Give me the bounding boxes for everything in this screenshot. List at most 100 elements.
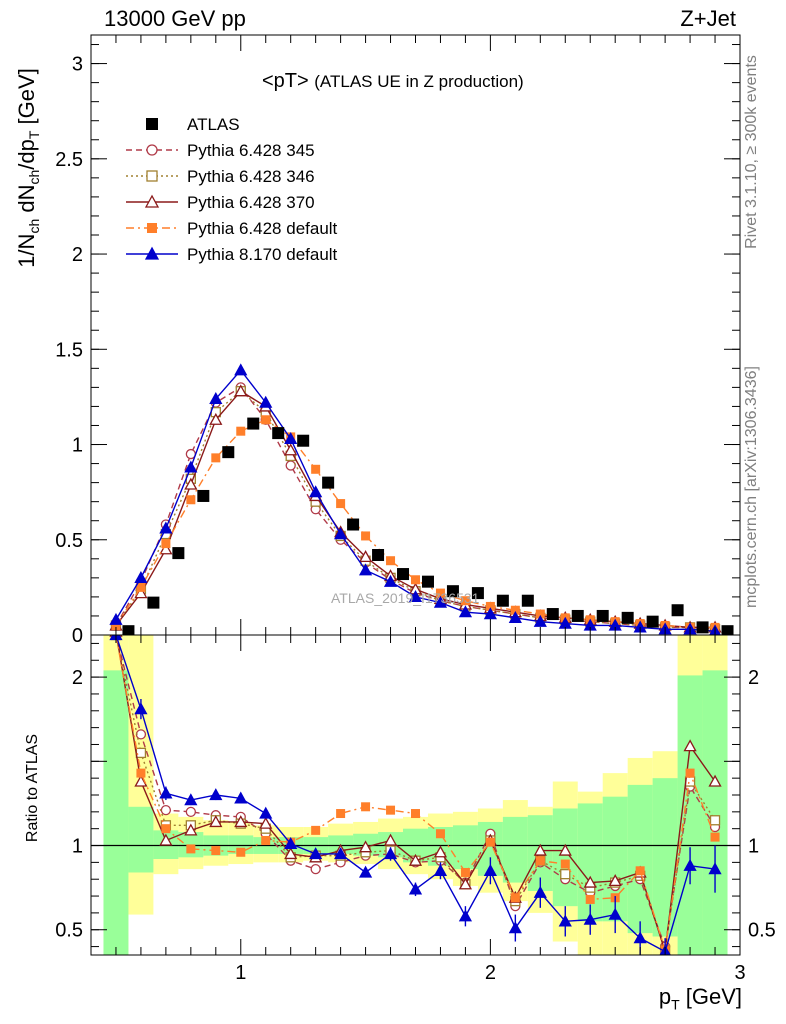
- ratio-data-point: [259, 806, 273, 819]
- main-data-point: [510, 605, 520, 615]
- main-data-point: [383, 574, 398, 587]
- x-tick-label: 3: [734, 962, 745, 984]
- atlas-data-point: [421, 575, 434, 588]
- ratio-data-point: [533, 885, 547, 898]
- green-band-bin: [652, 778, 678, 937]
- ratio-data-point: [135, 729, 147, 740]
- legend-entry: ATLAS: [146, 115, 240, 134]
- ratio-y-tick-label-left: 0.5: [55, 920, 83, 942]
- main-data-point: [358, 563, 373, 576]
- legend: ATLAS Pythia 6.428 345 Pythia 6.428 346 Pyt…: [126, 115, 338, 264]
- main-y-tick-label: 2.5: [55, 149, 83, 171]
- ratio-data-point: [211, 846, 221, 856]
- chart-title: <pT> (ATLAS UE in Z production): [262, 70, 524, 93]
- main-data-point: [533, 614, 547, 627]
- ratio-data-point: [485, 837, 495, 847]
- ratio-data-point: [236, 847, 246, 857]
- ratio-data-point: [284, 836, 298, 849]
- ratio-y-tick-label-right: 0.5: [748, 920, 776, 942]
- main-data-point: [408, 590, 423, 603]
- main-data-point: [361, 531, 371, 541]
- atlas-data-point: [596, 609, 609, 622]
- atlas-data-point: [347, 518, 360, 531]
- green-band-bin: [103, 670, 129, 955]
- main-data-point: [358, 550, 373, 563]
- ratio-data-point: [186, 844, 196, 854]
- ratio-data-point: [209, 788, 223, 801]
- main-data-point: [261, 415, 271, 425]
- ratio-data-point: [535, 856, 545, 866]
- atlas-data-point: [247, 417, 260, 430]
- main-data-point: [334, 527, 348, 540]
- main-data-point: [234, 363, 248, 376]
- main-data-point: [309, 485, 323, 498]
- green-band-bin: [552, 808, 578, 907]
- rivet-note: Rivet 3.1.10, ≥ 300k events: [743, 55, 760, 249]
- ratio-data-point: [560, 859, 570, 869]
- ratio-data-point: [135, 747, 147, 759]
- ratio-data-point: [358, 865, 373, 878]
- main-data-point: [284, 443, 298, 456]
- main-y-tick-label: 1: [72, 435, 83, 457]
- ratio-y-tick-label-left: 2: [72, 667, 83, 689]
- main-data-point: [236, 426, 246, 436]
- ratio-data-point: [310, 863, 321, 875]
- main-data-point: [336, 499, 346, 509]
- legend-label: Pythia 6.428 370: [187, 193, 315, 212]
- ratio-data-point: [311, 825, 321, 835]
- ratio-data-point: [259, 816, 273, 829]
- ratio-data-point: [533, 843, 547, 856]
- main-series: [109, 363, 721, 635]
- ratio-data-point: [234, 791, 248, 804]
- ratio-y-tick-label-right: 1: [748, 836, 759, 858]
- ratio-data-point: [510, 893, 520, 903]
- main-data-point: [386, 556, 396, 566]
- ratio-data-point: [458, 877, 473, 890]
- legend-entry: Pythia 8.170 default: [126, 245, 338, 264]
- main-data-point: [209, 412, 223, 425]
- atlas-data-point: [471, 587, 484, 600]
- atlas-data-point: [397, 568, 410, 581]
- atlas-data-point: [147, 596, 160, 609]
- atlas-data-point: [122, 625, 135, 635]
- main-data-point: [186, 495, 196, 505]
- legend-marker: [147, 223, 157, 233]
- legend-label: Pythia 8.170 default: [187, 245, 338, 264]
- atlas-data-point: [272, 427, 285, 440]
- ratio-data-point: [683, 739, 697, 752]
- ratio-data-point: [185, 806, 196, 817]
- green-band-bin: [627, 784, 653, 934]
- atlas-data-point: [521, 594, 534, 607]
- main-y-tick-label: 0.5: [55, 530, 83, 552]
- main-data-point: [460, 596, 470, 606]
- ratio-data-point: [635, 866, 645, 876]
- ratio-data-point: [361, 802, 371, 812]
- ratio-data-point: [433, 845, 448, 858]
- ratio-data-point: [458, 909, 473, 922]
- ratio-data-point: [159, 833, 173, 846]
- ratio-data-point: [460, 867, 470, 877]
- main-data-point: [209, 391, 223, 404]
- main-data-point: [184, 477, 198, 490]
- main-data-point: [483, 607, 497, 620]
- atlas-data-point: [721, 625, 734, 635]
- atlas-data-point: [322, 476, 335, 489]
- ratio-y-axis-label: Ratio to ATLAS: [24, 733, 41, 843]
- ratio-data-point: [558, 914, 572, 927]
- ratio-data-point: [435, 829, 445, 839]
- ratio-data-point: [608, 907, 622, 920]
- main-data-point: [284, 431, 298, 444]
- legend-label: Pythia 6.428 345: [187, 141, 315, 160]
- mcplots-note: mcplots.cern.ch [arXiv:1306.3436]: [743, 366, 760, 608]
- ratio-data-point: [134, 774, 148, 787]
- ratio-data-point: [386, 805, 396, 815]
- main-data-point: [111, 620, 121, 630]
- atlas-data-point: [222, 446, 235, 459]
- ratio-data-point: [161, 824, 171, 834]
- ratio-data-point: [408, 882, 423, 895]
- axis-ticks: 00.511.522.530.5 0.51 12 21 2 3: [55, 35, 776, 984]
- atlas-data-point: [297, 434, 310, 447]
- ratio-data-point: [411, 809, 420, 819]
- main-data-point: [485, 601, 495, 611]
- legend-entry: Pythia 6.428 346: [126, 167, 315, 186]
